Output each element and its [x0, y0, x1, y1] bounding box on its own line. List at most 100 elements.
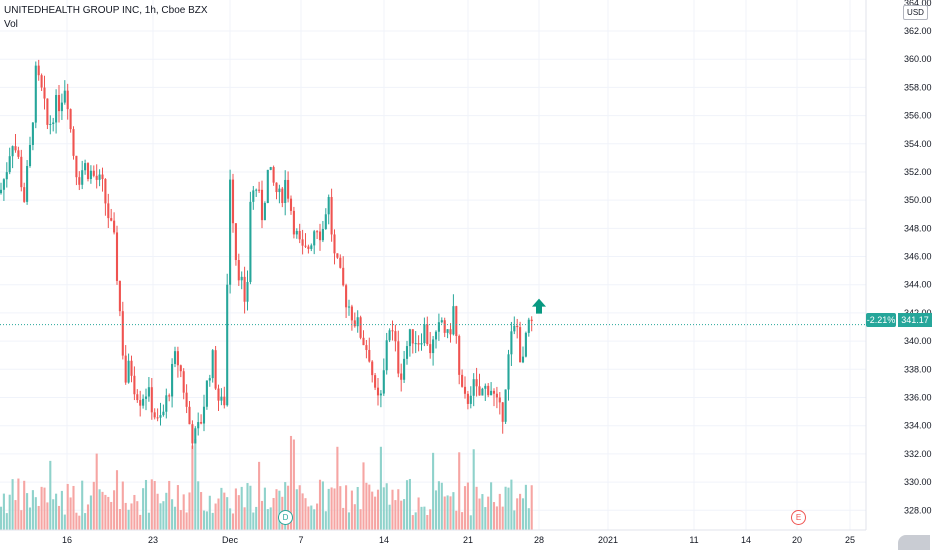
candle-body [484, 385, 487, 389]
price-axis: 362.00 360.00 358.00 356.00 354.00 352.00 350.… [904, 0, 932, 515]
candle-body [443, 320, 446, 333]
volume-bar [26, 493, 29, 530]
volume-bar [455, 510, 458, 530]
volume-bar [28, 507, 32, 530]
volume-bar [310, 505, 313, 530]
candle-body [530, 319, 533, 322]
candle-body [200, 422, 203, 424]
candle-body [452, 306, 455, 335]
volume-bar [217, 498, 220, 530]
volume-bar [516, 498, 519, 530]
dividend-event-marker[interactable]: D [278, 510, 293, 525]
candle-body [475, 379, 478, 387]
volume-bar [60, 490, 63, 530]
candle-body [113, 220, 116, 233]
volume-bar [463, 486, 467, 530]
volume-bar [365, 482, 368, 530]
volume-bar [278, 490, 281, 530]
candle-body [142, 398, 145, 406]
candle-body [121, 311, 124, 356]
volume-bar [5, 513, 8, 530]
volume-bar [14, 500, 17, 530]
candle-body [191, 424, 194, 444]
volume-bar [414, 512, 417, 530]
volume-bar [466, 482, 469, 530]
volume-bar [200, 492, 203, 530]
volume-bar [316, 503, 319, 530]
volume-bar [374, 496, 377, 530]
candle-body [252, 190, 255, 202]
volume-bar [165, 492, 168, 530]
candle-body [397, 341, 400, 374]
candle-body [307, 246, 310, 249]
volume-bar [452, 492, 455, 530]
volume-bar [298, 485, 301, 530]
volume-bar [110, 501, 113, 530]
candle-body [388, 330, 391, 341]
volume-bar [234, 488, 237, 530]
volume-bar [336, 446, 339, 530]
volume-bar [504, 486, 507, 530]
candle-body [188, 406, 191, 425]
volume-bar [179, 510, 182, 530]
volume-bar [313, 509, 316, 530]
symbol-title: UNITEDHEALTH GROUP INC, 1h, Cboe BZX [4, 5, 208, 16]
volume-bar [171, 499, 174, 530]
candle-body [156, 417, 159, 419]
volume-bar [362, 462, 365, 530]
candle-body [107, 203, 110, 219]
candle-body [382, 370, 385, 394]
candle-body [504, 389, 507, 422]
volume-bar [371, 491, 374, 530]
volume-bar [133, 494, 136, 530]
volume-bar [446, 495, 449, 530]
volume-label: Vol [4, 19, 18, 30]
time-tick-label: 11 [689, 535, 698, 545]
candle-body [95, 175, 98, 180]
volume-bar [63, 514, 66, 530]
candle-body [466, 393, 469, 404]
candle-body [246, 282, 249, 302]
volume-bar [420, 506, 423, 530]
volume-bar [81, 480, 84, 530]
candle-body [214, 350, 217, 389]
candle-body [403, 358, 406, 380]
candle-body [490, 390, 493, 396]
candle-body [432, 339, 435, 354]
volume-bar [121, 481, 124, 530]
volume-bar [43, 487, 46, 530]
candle-body [434, 331, 438, 340]
candle-body [5, 172, 8, 180]
volume-bar [11, 479, 14, 530]
candle-body [255, 189, 258, 191]
candlesticks [0, 59, 533, 449]
candle-body [66, 90, 69, 110]
time-tick-label: 25 [845, 535, 855, 545]
candle-body [26, 166, 29, 202]
volume-bar [289, 435, 293, 530]
volume-bar [397, 489, 400, 530]
currency-label[interactable]: USD [903, 5, 928, 20]
price-tick-label: 328.00 [904, 505, 932, 515]
volume-bar [188, 492, 191, 530]
earnings-event-marker[interactable]: E [791, 510, 806, 525]
candle-body [408, 329, 411, 347]
tradingview-logo-icon[interactable] [898, 535, 930, 550]
candle-body [110, 218, 113, 221]
volume-bar [176, 485, 179, 530]
time-tick-label: 2021 [598, 535, 618, 545]
candle-body [185, 392, 188, 407]
volume-bar [423, 506, 426, 530]
candle-body [304, 245, 307, 247]
volume-bar [208, 495, 211, 530]
volume-bar [2, 493, 5, 530]
candle-body [78, 177, 81, 185]
candle-body [136, 394, 139, 401]
volume-bar [391, 489, 394, 530]
candle-body [478, 386, 481, 396]
candle-body [89, 170, 92, 180]
candle-body [0, 189, 3, 194]
candle-body [365, 345, 368, 350]
candle-body [229, 179, 232, 285]
